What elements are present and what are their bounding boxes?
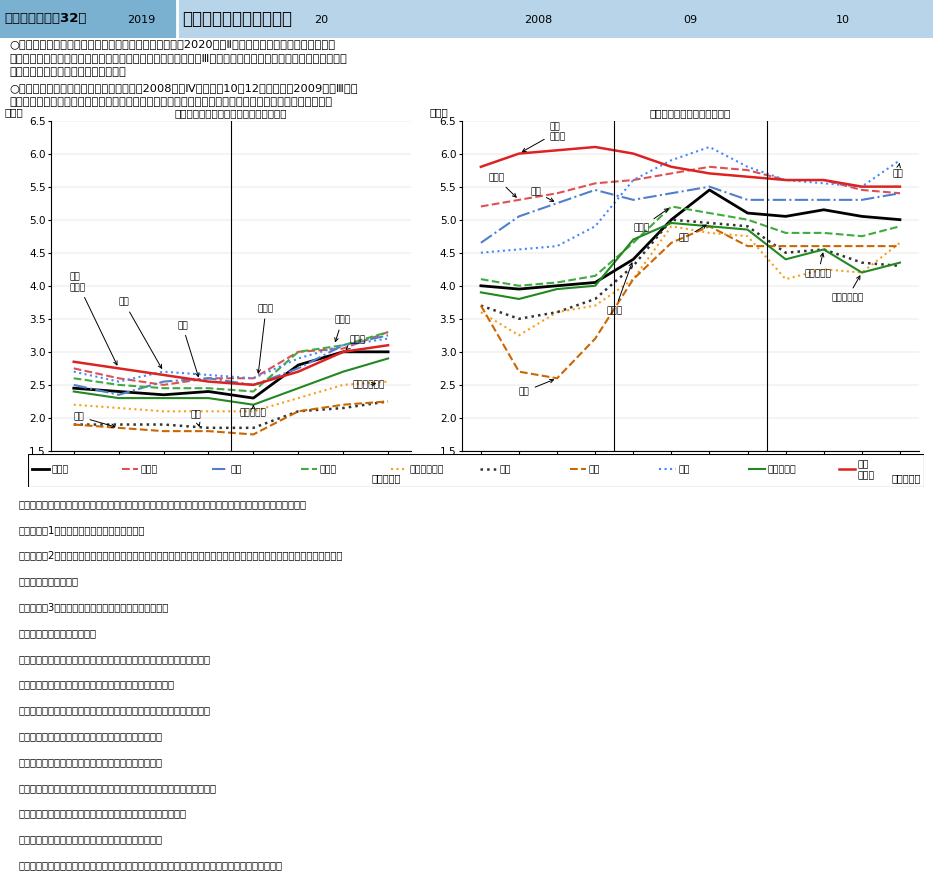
Text: 3）各ブロックの構成県は、以下のとおり。: 3）各ブロックの構成県は、以下のとおり。 [19, 602, 169, 613]
Text: 北陸: 北陸 [499, 465, 510, 475]
Text: （％）: （％） [430, 107, 449, 117]
Text: 全国計: 全国計 [51, 465, 68, 475]
Text: 東海: 東海 [519, 380, 553, 396]
Title: （参考）リーマンショック期: （参考）リーマンショック期 [649, 108, 731, 119]
Text: 九州・沖縄：福岡県、佐賀県、長崎県、熊本県、大分県、宮崎県、鹿児島県、沖縄県: 九州・沖縄：福岡県、佐賀県、長崎県、熊本県、大分県、宮崎県、鹿児島県、沖縄県 [19, 860, 283, 871]
Text: 北陸: 北陸 [190, 410, 202, 426]
Text: 東北: 東北 [230, 465, 242, 475]
Text: 北海道: 北海道 [257, 305, 274, 373]
Text: ○　感染拡大期の完全失業率の動向を地域別にみると、2020年第Ⅱ四半期（４－６月期）には「北海
　道」「東北」「南関東」「近畿」で比較的大きく上昇し、第Ⅲ四半期: ○ 感染拡大期の完全失業率の動向を地域別にみると、2020年第Ⅱ四半期（４－６月… [9, 39, 347, 77]
Text: 北関東・甲信: 北関東・甲信 [410, 465, 444, 475]
Text: 全国計: 全国計 [606, 263, 633, 315]
Text: 南関東: 南関東 [320, 465, 337, 475]
Text: 第１－（５）－32図: 第１－（５）－32図 [5, 13, 87, 25]
Text: （％）: （％） [5, 107, 23, 117]
Text: 東北: 東北 [177, 321, 199, 377]
Text: 全国計: 全国計 [346, 336, 366, 349]
Text: 北関東・甲信: 北関東・甲信 [831, 276, 864, 302]
Text: 南関東：埼玉県、千葉県、東京都、神奈川県: 南関東：埼玉県、千葉県、東京都、神奈川県 [19, 680, 174, 689]
Text: 九州
・沖縄: 九州 ・沖縄 [857, 461, 874, 480]
Text: ○　リーマンショック期の完全失業率は、2008年第Ⅳ四半期（10－12月期）から2009年第Ⅲ四半
　期（７－９月期）にかけて全国的に大きく上昇した中、特に「東: ○ リーマンショック期の完全失業率は、2008年第Ⅳ四半期（10－12月期）から… [9, 83, 358, 107]
Text: （年・期）: （年・期） [372, 473, 401, 483]
Text: 地域別完全失業率の動向: 地域別完全失業率の動向 [182, 10, 292, 28]
Text: 九州
・沖縄: 九州 ・沖縄 [522, 122, 565, 152]
Title: 新型コロナウイルス感染症の感染拡大期: 新型コロナウイルス感染症の感染拡大期 [174, 108, 287, 119]
Text: 中国・四国: 中国・四国 [240, 405, 267, 417]
Text: 近畿: 近畿 [118, 297, 161, 368]
Text: 南関東: 南関東 [634, 209, 668, 232]
Text: 東海：岐阜県、静岡県、愛知県、三重県: 東海：岐阜県、静岡県、愛知県、三重県 [19, 757, 162, 767]
Text: 九州
・沖縄: 九州 ・沖縄 [69, 272, 117, 365]
Text: 20: 20 [313, 15, 327, 25]
Text: 北海道：北海道: 北海道：北海道 [19, 628, 97, 638]
Text: 東北：青森県、岩手県、宮城県、秋田県、山形県、福島県: 東北：青森県、岩手県、宮城県、秋田県、山形県、福島県 [19, 654, 211, 663]
Text: 北陸：新潟県、富山県、石川県、福井県: 北陸：新潟県、富山県、石川県、福井県 [19, 731, 162, 741]
Text: （注）　1）データは四半期の季節調整値。: （注） 1）データは四半期の季節調整値。 [19, 525, 145, 535]
Text: 資料出所　総務省統計局「労働力調査（基本集計）」をもとに厚生労働省政策統括官付政策統括室にて作成: 資料出所 総務省統計局「労働力調査（基本集計）」をもとに厚生労働省政策統括官付政… [19, 499, 307, 509]
Text: 09: 09 [683, 15, 698, 25]
Text: 中国・四国: 中国・四国 [804, 254, 831, 279]
Text: 北関東・甲信: 北関東・甲信 [352, 380, 384, 389]
Text: 東北: 東北 [530, 188, 553, 201]
Text: 南関東: 南関東 [334, 315, 350, 341]
Text: 東海: 東海 [74, 412, 115, 428]
Text: 北陸: 北陸 [679, 225, 706, 243]
Text: 東海: 東海 [589, 465, 600, 475]
Text: 近畿：滋賀県、京都府、大阪府、兵庫県、奈良県、和歌山県: 近畿：滋賀県、京都府、大阪府、兵庫県、奈良県、和歌山県 [19, 783, 216, 793]
Text: たもの。: たもの。 [19, 576, 78, 587]
Text: 近畿: 近畿 [892, 163, 903, 178]
Text: 2019: 2019 [127, 15, 155, 25]
Text: 中国：鳥取県、島根県、岡山県、広島県、山口県: 中国：鳥取県、島根県、岡山県、広島県、山口県 [19, 809, 187, 819]
Text: 2008: 2008 [524, 15, 552, 25]
Text: （年・期）: （年・期） [892, 473, 921, 483]
Text: 10: 10 [836, 15, 850, 25]
Text: 四国：徳島県、香川県、愛媛県、高知県: 四国：徳島県、香川県、愛媛県、高知県 [19, 834, 162, 845]
Text: 近畿: 近畿 [678, 465, 689, 475]
Text: 2）全国の完全失業率の四半期値は、月次の季節調整値を厚生労働省政策統括官付政策統括室にて単純平均し: 2）全国の完全失業率の四半期値は、月次の季節調整値を厚生労働省政策統括官付政策統… [19, 551, 343, 561]
Text: 中国・四国: 中国・四国 [768, 465, 797, 475]
Text: 北関東・甲信：茨城県、栃木県、群馬県、山梨県、長野県: 北関東・甲信：茨城県、栃木県、群馬県、山梨県、長野県 [19, 705, 211, 715]
Text: 北海道: 北海道 [489, 173, 516, 197]
Bar [0, 0, 177, 38]
Text: 北海道: 北海道 [141, 465, 158, 475]
